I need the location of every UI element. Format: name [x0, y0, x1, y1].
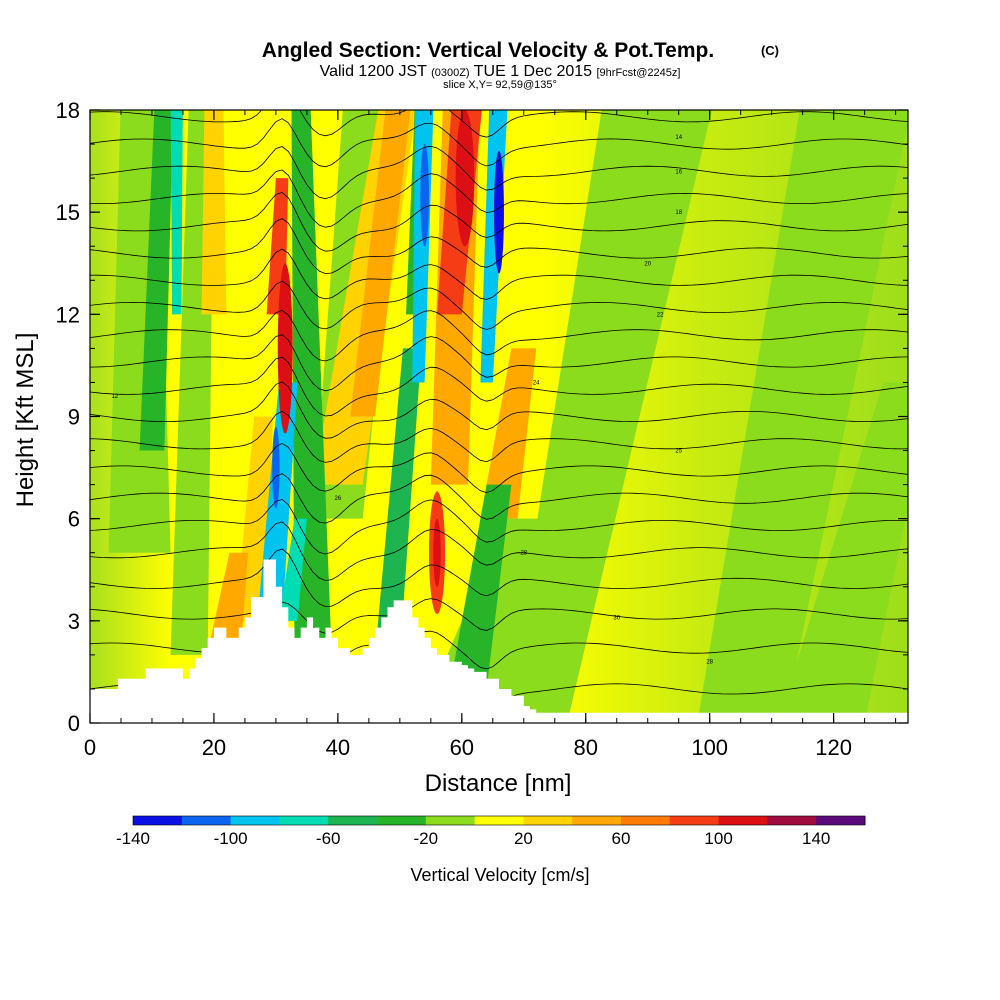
- colorbar-swatch: [669, 816, 720, 825]
- y-tick-label: 0: [68, 711, 80, 736]
- colorbar-swatch: [230, 816, 280, 825]
- colorbar-tick-label: 20: [514, 829, 533, 848]
- colorbar-frame: [132, 815, 866, 826]
- slice-info: slice X,Y= 92,59@135°: [443, 79, 557, 91]
- colorbar-swatch: [377, 816, 427, 825]
- theta-contour-label: 28: [520, 551, 527, 557]
- colorbar-tick-label: 140: [802, 829, 830, 848]
- y-tick-label: 6: [68, 507, 80, 532]
- valid-time-line: Valid 1200 JST (0300Z) TUE 1 Dec 2015 [9…: [320, 63, 681, 80]
- x-tick-label: 0: [84, 735, 96, 760]
- band-teal: [170, 110, 183, 315]
- theta-contour-line: [90, 473, 908, 524]
- theta-contour-line: [90, 169, 908, 228]
- band-dark-green: [449, 484, 512, 689]
- theta-contour-line: [90, 381, 908, 439]
- chart-title: Angled Section: Vertical Velocity & Pot.…: [262, 39, 714, 62]
- updraft-core: [277, 263, 293, 434]
- theta-contour-line: [90, 356, 908, 417]
- band-gold: [201, 110, 227, 315]
- theta-contour-line: [90, 145, 908, 200]
- colorbar-swatch: [425, 816, 476, 825]
- theta-contour-line: [90, 548, 908, 608]
- terrain-mask: [90, 559, 908, 723]
- chart-title-unit: (C): [761, 43, 779, 58]
- colorbar-tick-label: 100: [704, 829, 732, 848]
- y-axis: 0 3 6 9 12 15 18: [56, 98, 908, 736]
- y-tick-label: 9: [68, 405, 80, 430]
- band-dark-green: [375, 348, 422, 655]
- theta-contour-label: 26: [335, 496, 342, 502]
- theta-contour-label: 30: [613, 615, 620, 621]
- updraft-core: [433, 518, 441, 587]
- band-green: [505, 110, 712, 723]
- theta-contour-label: 22: [657, 312, 664, 318]
- theta-contour-label: 25: [675, 449, 682, 455]
- colorbar: -140 -100 -60 -20 20 60 100 140: [116, 815, 866, 848]
- colorbar-swatch: [718, 816, 768, 825]
- theta-contour-line: [90, 218, 908, 275]
- colorbar-swatch: [767, 816, 817, 825]
- y-tick-label: 12: [56, 302, 80, 327]
- theta-contour-line: [90, 118, 908, 168]
- theta-contour-label: 14: [675, 135, 682, 141]
- colorbar-swatch: [621, 816, 671, 825]
- colorbar-tick-label: -140: [116, 829, 150, 848]
- theta-contour-line: [90, 521, 908, 581]
- band-green: [697, 110, 908, 723]
- theta-contour-label: 12: [111, 394, 118, 400]
- colorbar-swatch: [523, 816, 573, 825]
- x-tick-label: 40: [326, 735, 350, 760]
- colorbar-swatch: [474, 816, 524, 825]
- y-tick-label: 18: [56, 98, 80, 123]
- band-orange: [350, 110, 411, 417]
- downdraft-core: [494, 150, 504, 274]
- y-axis-label: Height [Kft MSL]: [12, 333, 39, 508]
- x-tick-label: 100: [691, 735, 728, 760]
- band-green: [777, 382, 908, 723]
- theta-contour-label: 28: [706, 660, 713, 666]
- colorbar-swatch: [181, 816, 232, 825]
- x-tick-label: 20: [202, 735, 226, 760]
- band-orange: [480, 348, 537, 519]
- x-axis: 0 20 40 60 80 100 120: [84, 110, 897, 760]
- velocity-field-bands: [108, 110, 908, 723]
- colorbar-swatch: [133, 816, 183, 825]
- theta-contour-line: [90, 598, 908, 634]
- colorbar-swatch: [572, 816, 622, 825]
- x-tick-label: 80: [574, 735, 598, 760]
- theta-contour-line: [90, 280, 908, 330]
- x-axis-label: Distance [nm]: [425, 770, 572, 797]
- x-tick-label: 60: [450, 735, 474, 760]
- theta-contour-line: [90, 248, 908, 300]
- theta-contour-line: [90, 309, 908, 362]
- colorbar-swatch: [328, 816, 378, 825]
- theta-contour-label: 20: [644, 261, 651, 267]
- colorbar-tick-label: -20: [414, 829, 439, 848]
- colorbar-label: Vertical Velocity [cm/s]: [410, 865, 589, 885]
- x-tick-label: 120: [815, 735, 852, 760]
- plot-area: 28 30 28 26 25 24 22 20 18 16 14 12: [90, 110, 908, 723]
- colorbar-tick-label: -100: [214, 829, 248, 848]
- theta-contour-line: [90, 410, 908, 463]
- y-tick-label: 3: [68, 609, 80, 634]
- colorbar-tick-label: -60: [316, 829, 341, 848]
- theta-contour-line: [90, 498, 908, 555]
- downdraft-core: [272, 426, 280, 509]
- downdraft-core: [420, 144, 429, 247]
- theta-contour-line: [90, 334, 908, 392]
- theta-contour-line: [90, 442, 908, 494]
- band-orange: [210, 552, 249, 638]
- theta-contour-label: 18: [675, 210, 682, 216]
- theta-contour-label: 16: [675, 169, 682, 175]
- theta-contour-label: 24: [533, 380, 540, 386]
- band-teal: [279, 518, 307, 621]
- colorbar-swatch: [279, 816, 329, 825]
- theta-contour-line: [90, 192, 908, 252]
- y-tick-label: 15: [56, 200, 80, 225]
- colorbar-tick-label: 60: [612, 829, 631, 848]
- colorbar-swatch: [816, 816, 866, 825]
